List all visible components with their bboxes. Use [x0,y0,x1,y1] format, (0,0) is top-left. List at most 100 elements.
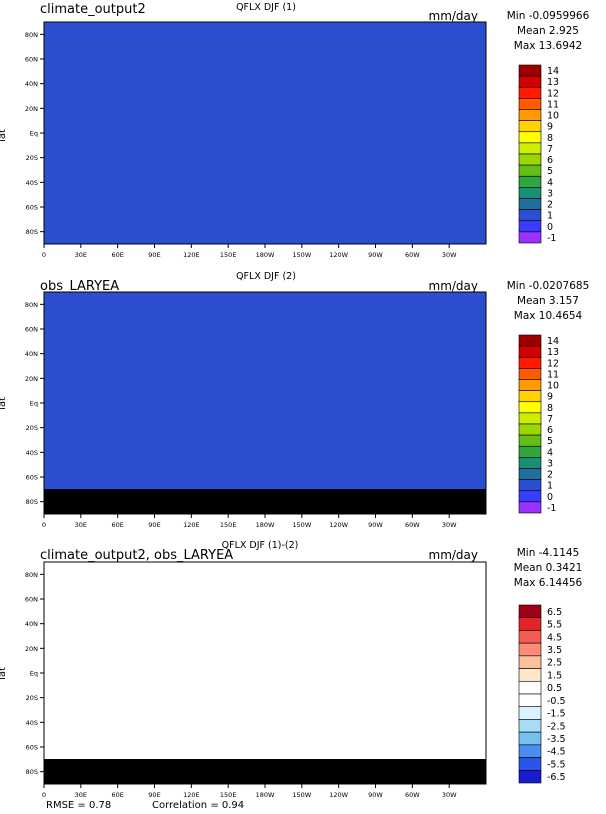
stats-box: Min -0.0207685 Mean 3.157 Max 10.4654 [494,279,602,324]
colorbar-label: 14 [547,336,559,347]
colorbar-swatch [518,345,542,358]
y-tick-label: 20N [25,645,38,653]
colorbar-label: 3 [547,188,553,199]
x-tick-label: 120E [183,251,200,259]
x-tick-label: 90W [368,521,383,529]
colorbar-swatch [518,479,542,492]
stat-min: Min -4.1145 [516,547,580,559]
colorbar-swatch [518,334,542,347]
x-tick-label: 60W [405,791,420,799]
x-tick-label: 150E [220,251,237,259]
y-tick-label: Eq [30,670,38,678]
x-tick-label: 60E [111,791,123,799]
colorbar-swatch [518,604,542,619]
x-tick-label: 30W [442,791,457,799]
stat-min: Min -0.0959966 [506,10,590,22]
colorbar-label: 4 [547,447,553,458]
colorbar-swatch [518,75,542,88]
axis-ticks: 0 30E 60E 90E 120E 150E 180W 150W 120W 90W 60W 30W 8… [25,571,457,799]
colorbar-label: 12 [547,88,559,99]
colorbar-label: 10 [547,381,559,392]
stat-max: Max 13.6942 [513,40,583,52]
x-tick-label: 0 [42,521,46,529]
stats-box: Min -4.1145 Mean 0.3421 Max 6.14456 [494,546,602,591]
stat-min: Min -0.0207685 [506,280,590,292]
colorbar-label: -1.5 [547,709,566,720]
y-tick-label: 80S [26,498,38,506]
colorbar-swatch [518,164,542,177]
colorbar-swatch [518,356,542,369]
x-tick-label: 180W [256,521,275,529]
colorbar-swatch [518,642,542,657]
y-tick-label: 60S [26,474,38,482]
colorbar-label: 1 [547,211,553,222]
colorbar-swatch [518,231,542,244]
x-tick-label: 90E [148,251,160,259]
colorbar-swatch [518,131,542,144]
colorbar-label: 0 [547,222,553,233]
colorbar-swatch [518,109,542,121]
colorbar-label: 2 [547,470,553,481]
colorbar-label: 11 [547,99,559,110]
x-tick-label: 120W [329,791,348,799]
panel-model: climate_output2 QFLX DJF (1) mm/day Min … [0,0,606,270]
x-tick-label: 0 [42,791,46,799]
y-tick-label: 20S [26,154,38,162]
colorbar-label: 13 [547,347,559,358]
colorbar-swatch [518,142,542,155]
colorbar-label: 1.5 [547,670,562,681]
colorbar-swatch [518,198,542,210]
y-tick-label: Eq [30,130,38,138]
x-tick-label: 150W [292,791,311,799]
colorbar-swatch [518,401,542,414]
axis-ticks: 0 30E 60E 90E 120E 150E 180W 150W 120W 90W 60W 30W 8… [25,301,457,529]
x-tick-label: 60W [405,251,420,259]
stat-mean: Mean 0.3421 [513,562,583,574]
x-tick-label: 150W [292,521,311,529]
y-tick-label: 80N [25,31,38,39]
case-label: obs_LARYEA [40,279,120,294]
y-tick-label: 20S [26,424,38,432]
colorbar-swatch [518,719,542,733]
x-tick-label: 150E [220,791,237,799]
x-tick-label: 30W [442,521,457,529]
x-tick-label: 120E [183,791,200,799]
colorbar-label: 3.5 [547,645,562,656]
colorbar-label: 0.5 [547,683,562,694]
x-tick-label: 90W [368,251,383,259]
case-label: climate_output2 [40,2,146,17]
stat-mean: Mean 2.925 [516,25,579,37]
colorbar-swatch [518,617,542,631]
y-tick-label: 80N [25,301,38,309]
masked-antarctica [44,489,486,514]
colorbar-swatch [518,457,542,469]
colorbar-swatch [518,423,542,436]
colorbar-swatch [518,731,542,746]
map-area [43,291,487,515]
colorbar-label: 8 [547,403,553,414]
y-tick-label: 40S [26,449,38,457]
colorbar-label: 1 [547,481,553,492]
y-tick-label: 80S [26,768,38,776]
colorbar-label: -6.5 [547,772,566,783]
y-tick-label: 60S [26,744,38,752]
y-tick-label: 80S [26,228,38,236]
colorbar-label: 6.5 [547,607,562,618]
colorbar-label: 11 [547,369,559,380]
units-label: mm/day [428,279,479,293]
colorbar-swatch [518,390,542,403]
colorbar-label: 2 [547,200,553,211]
case-label: climate_output2, obs_LARYEA [40,548,234,563]
x-tick-label: 90E [148,521,160,529]
colorbar-label: 4 [547,177,553,188]
colorbar-swatch [518,693,542,708]
x-tick-label: 60E [111,251,123,259]
panel-obs: obs_LARYEA QFLX DJF (2) mm/day Min -0.02… [0,270,606,540]
x-tick-label: 30W [442,251,457,259]
stats-box: Min -0.0959966 Mean 2.925 Max 13.6942 [494,9,602,54]
plot-title: QFLX DJF (1)-(2) [221,540,299,551]
colorbar-swatch [518,64,542,77]
x-tick-label: 30E [75,791,87,799]
colorbar-label: -0.5 [547,696,566,707]
